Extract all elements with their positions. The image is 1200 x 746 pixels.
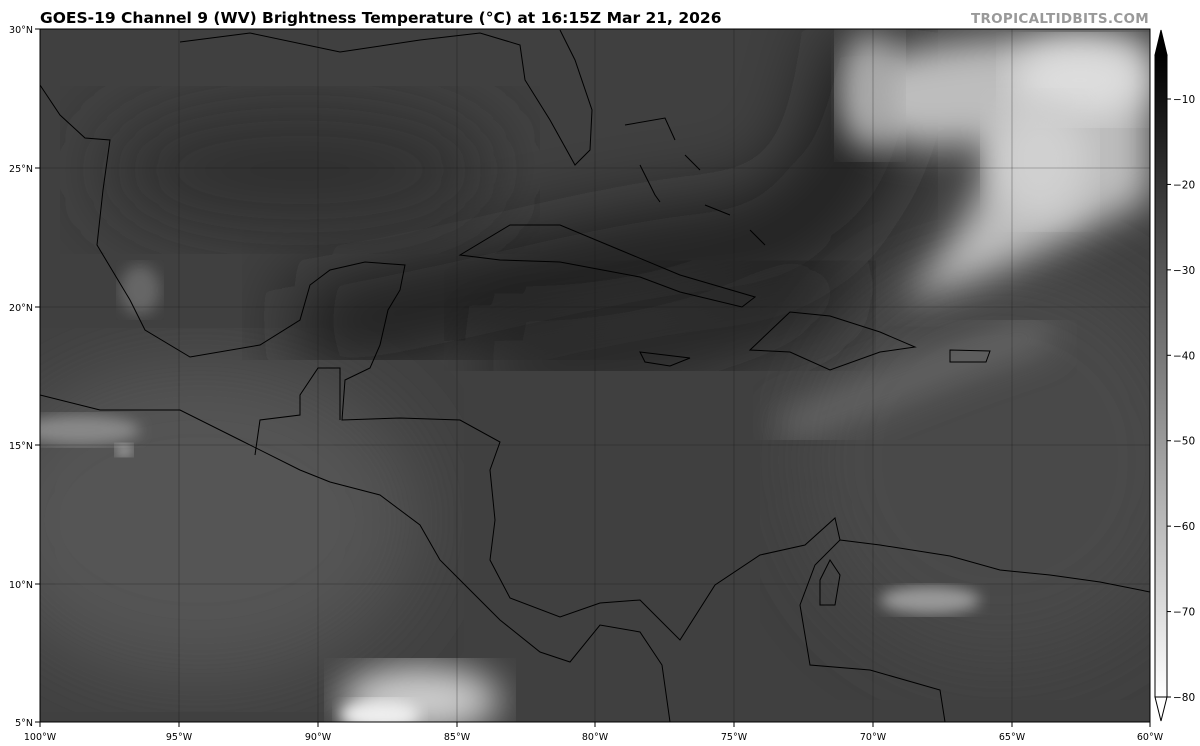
florida — [179, 29, 593, 166]
lat-tick-label: 5°N — [15, 718, 33, 729]
colorbar-tick-label: −20 — [1173, 179, 1195, 191]
colorbar-gradient — [1154, 54, 1168, 698]
colorbar-tick-label: −10 — [1173, 94, 1195, 106]
colorbar-tick-label: −30 — [1173, 265, 1195, 277]
lat-tick-label: 10°N — [9, 580, 33, 591]
gulf-coast — [40, 84, 946, 722]
gridlines — [40, 29, 1150, 722]
lat-tick-label: 20°N — [9, 303, 33, 314]
lon-tick-label: 90°W — [305, 732, 332, 743]
lon-tick-label: 70°W — [860, 732, 887, 743]
coastlines — [40, 29, 1150, 722]
lat-tick-label: 25°N — [9, 164, 33, 175]
lon-axis: 100°W 95°W 90°W 85°W 80°W 75°W 70°W 65°W… — [24, 722, 1164, 743]
colorbar-tick-label: −40 — [1173, 350, 1195, 362]
colorbar: −10 −20 −30 −40 −50 −60 −70 −80 — [1154, 29, 1195, 722]
watermark: TROPICALTIDBITS.COM — [970, 11, 1149, 27]
colorbar-extend-min — [1154, 696, 1168, 722]
border-guatemala-mexico — [254, 367, 341, 456]
colorbar-tick-label: −80 — [1173, 692, 1195, 704]
lon-tick-label: 100°W — [24, 732, 57, 743]
lon-tick-label: 95°W — [166, 732, 193, 743]
south-america-coast — [839, 539, 1150, 593]
pacific-coast — [40, 394, 671, 722]
lon-tick-label: 60°W — [1137, 732, 1164, 743]
lat-axis: 5°N 10°N 15°N 20°N 25°N 30°N — [9, 25, 40, 729]
lake-maracaibo — [819, 559, 841, 606]
lon-tick-label: 80°W — [582, 732, 609, 743]
colorbar-tick-label: −70 — [1173, 607, 1195, 619]
lon-tick-label: 85°W — [444, 732, 471, 743]
colorbar-tick-label: −60 — [1173, 521, 1195, 533]
water-vapor-imagery — [40, 29, 1150, 722]
colorbar-extend-max — [1154, 29, 1168, 56]
hispaniola — [748, 311, 917, 371]
jamaica — [639, 351, 691, 367]
puerto-rico — [949, 349, 991, 363]
cuba — [458, 224, 757, 308]
lon-tick-label: 75°W — [721, 732, 748, 743]
lat-tick-label: 30°N — [9, 25, 33, 36]
lon-tick-label: 65°W — [999, 732, 1026, 743]
colorbar-tick-label: −50 — [1173, 436, 1195, 448]
bahamas — [624, 117, 766, 246]
lat-tick-label: 15°N — [9, 441, 33, 452]
map-title: GOES-19 Channel 9 (WV) Brightness Temper… — [40, 9, 722, 27]
